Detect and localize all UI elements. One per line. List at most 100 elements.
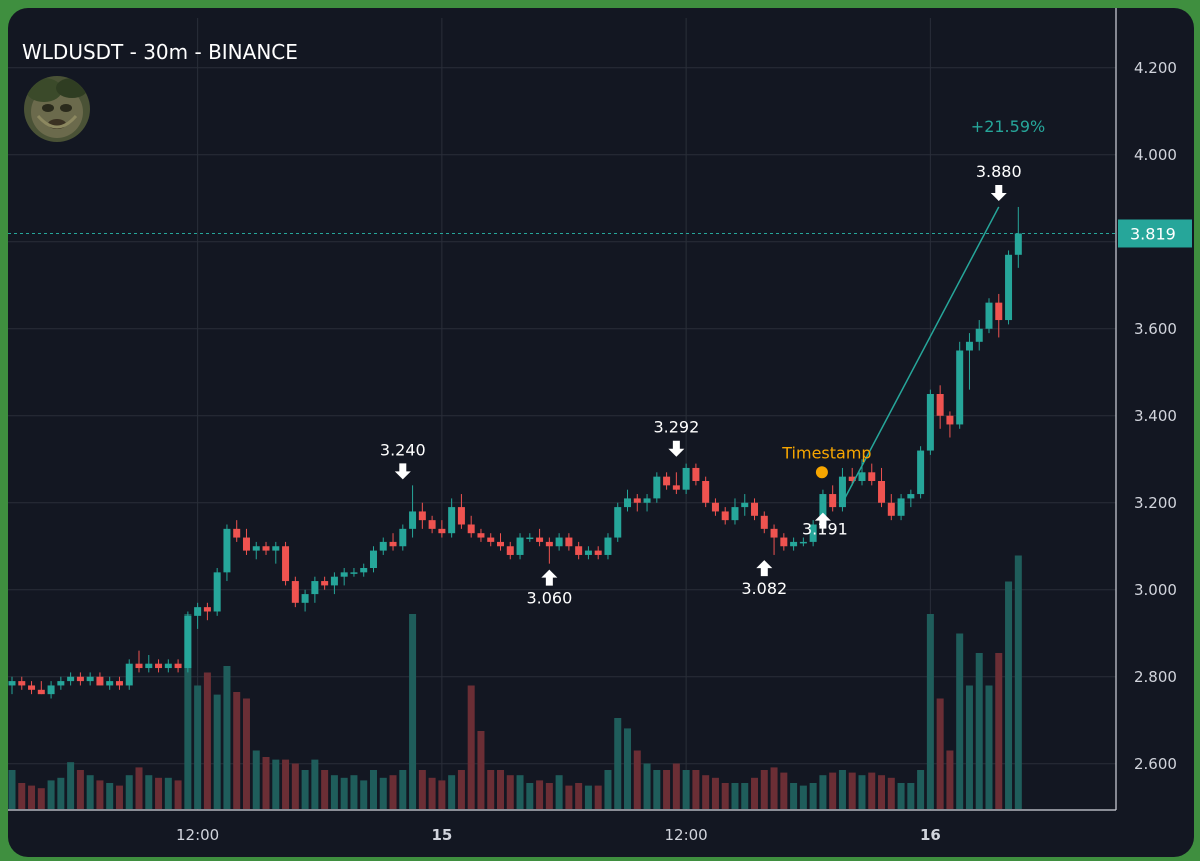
candle-body <box>115 681 123 686</box>
candle-body <box>604 537 612 555</box>
volume-bar <box>497 770 504 809</box>
candle-body <box>897 498 905 516</box>
measure-label: +21.59% <box>971 117 1045 136</box>
candle-body <box>858 472 866 481</box>
volume-bar <box>682 770 690 809</box>
volume-bar <box>741 783 749 809</box>
candle-body <box>985 302 993 329</box>
candle-body <box>545 541 553 547</box>
volume-bar <box>164 777 172 809</box>
price-chart[interactable]: 3.819 +21.59% Timestamp 3.240 3.060 3.292 3.08… <box>8 8 1194 857</box>
candle-body <box>330 576 338 586</box>
candle-body <box>975 328 983 342</box>
volume-bar <box>487 770 495 809</box>
volume-bar <box>379 777 387 809</box>
candle-body <box>428 520 436 529</box>
volume-bar <box>926 614 934 809</box>
volume-bar <box>1005 581 1013 809</box>
y-tick-label: 3.000 <box>1134 581 1177 599</box>
candle-body <box>516 537 524 555</box>
volume-bar <box>57 777 65 809</box>
volume-bar <box>555 775 563 809</box>
candle-body <box>584 550 592 555</box>
candle-body <box>164 663 172 669</box>
candle-body <box>203 607 211 612</box>
axes: 4.200 4.000 3.600 3.400 3.200 3.000 2.800 2.600… <box>8 8 1177 844</box>
candle-body <box>262 546 270 551</box>
candle-body <box>311 581 319 595</box>
arrow-down-icon <box>668 440 685 457</box>
volume-bar <box>47 780 55 809</box>
y-tick-label: 3.200 <box>1134 494 1177 512</box>
volume-bar <box>409 614 417 809</box>
volume-bar <box>672 763 680 809</box>
volume-bar <box>155 777 163 809</box>
volume-bar <box>594 785 602 809</box>
y-tick-label: 4.000 <box>1134 146 1177 164</box>
candle-body <box>8 681 16 686</box>
candle-body <box>692 467 700 481</box>
volume-bar <box>516 775 524 809</box>
volume-bar <box>145 775 153 809</box>
candle-body <box>379 541 387 551</box>
volume-bar <box>604 770 612 809</box>
candle-body <box>848 476 856 481</box>
candle-body <box>96 676 104 686</box>
timestamp-dot[interactable] <box>815 466 828 479</box>
candle-body <box>409 511 417 529</box>
volume-bar <box>477 731 485 809</box>
volume-bar <box>975 653 983 809</box>
high-annotation-label: 3.292 <box>653 418 699 437</box>
volume-bar <box>624 728 632 809</box>
y-tick-label: 2.800 <box>1134 668 1177 686</box>
low-annotation-label: 3.082 <box>741 579 787 598</box>
candle-body <box>457 507 465 525</box>
candle-body <box>643 498 651 503</box>
volume-bar <box>692 770 700 809</box>
candle-body <box>770 528 778 538</box>
volume-bar <box>584 785 592 809</box>
volume-bar <box>194 685 202 809</box>
candle-body <box>741 502 749 508</box>
candle-body <box>887 502 895 516</box>
candle-body <box>57 681 65 686</box>
candle-body <box>369 550 377 568</box>
volume-bar <box>125 775 133 809</box>
overlays: 3.819 +21.59% Timestamp 3.240 3.060 3.292 3.08… <box>8 117 1192 608</box>
last-price-label: 3.819 <box>1130 224 1176 243</box>
high-annotation-label: 3.240 <box>380 440 426 459</box>
volume-bar <box>369 770 377 809</box>
candle-body <box>497 541 504 547</box>
candle-body <box>624 498 632 508</box>
candle-body <box>184 615 192 669</box>
candle-body <box>926 394 934 451</box>
volume-bar <box>965 685 973 809</box>
volume-bar <box>106 783 114 809</box>
candle-body <box>487 537 495 542</box>
volume-bar <box>242 698 250 809</box>
volume-bar <box>350 775 358 809</box>
candle-body <box>633 498 641 503</box>
y-tick-label: 2.600 <box>1134 755 1177 773</box>
volume-bar <box>18 783 26 809</box>
volume-bar <box>878 775 886 809</box>
low-annotation-label: 3.191 <box>802 520 848 539</box>
volume-bar <box>770 767 778 809</box>
volume-bar <box>37 788 45 809</box>
volume-bar <box>897 783 905 809</box>
candle-body <box>340 572 348 577</box>
volume-bar <box>301 770 309 809</box>
candle-body <box>721 511 729 521</box>
candle-body <box>760 515 768 529</box>
volume-bar <box>457 770 465 809</box>
volume-bar <box>526 783 534 809</box>
candle-body <box>399 528 407 547</box>
y-tick-label: 4.200 <box>1134 59 1177 77</box>
candle-body <box>67 676 75 682</box>
volume-bar <box>731 783 739 809</box>
candle-body <box>536 537 544 542</box>
candle-body <box>936 394 944 416</box>
candle-body <box>272 546 280 551</box>
volume-bar <box>838 770 846 809</box>
volume-bar <box>96 780 104 809</box>
